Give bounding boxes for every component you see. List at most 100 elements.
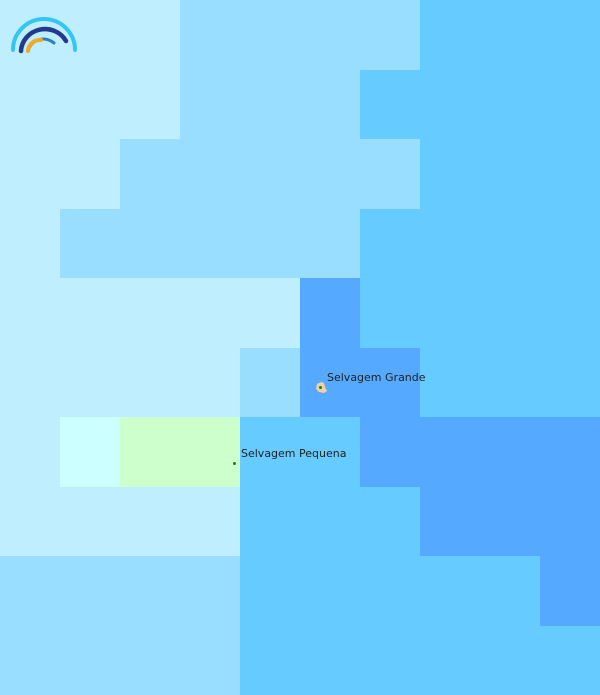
grid-cell <box>300 348 360 417</box>
grid-cell <box>540 487 600 556</box>
grid-cell <box>300 0 360 70</box>
grid-cell <box>120 139 180 209</box>
grid-cell <box>360 417 420 487</box>
grid-cell <box>360 556 420 626</box>
grid-cell <box>540 139 600 209</box>
grid-cell <box>0 278 60 348</box>
grid-cell <box>60 487 120 556</box>
grid-cell <box>300 487 360 556</box>
grid-cell <box>540 209 600 278</box>
grid-cell <box>480 348 540 417</box>
grid-cell <box>420 556 480 626</box>
grid-cell <box>180 556 240 626</box>
grid-cell <box>60 556 120 626</box>
grid-cell <box>300 417 360 487</box>
grid-cell <box>240 348 300 417</box>
grid-cell <box>0 487 60 556</box>
grid-cell <box>120 70 180 139</box>
grid-cell <box>300 209 360 278</box>
grid-cell <box>240 209 300 278</box>
grid-cell <box>0 209 60 278</box>
place-marker-selvagem-grande[interactable] <box>319 386 322 389</box>
grid-cell <box>360 278 420 348</box>
grid-cell <box>420 0 480 70</box>
grid-cell <box>240 0 300 70</box>
grid-cell <box>0 139 60 209</box>
grid-cell <box>420 348 480 417</box>
grid-cell <box>480 417 540 487</box>
grid-cell <box>300 70 360 139</box>
grid-cell <box>120 348 180 417</box>
grid-cell <box>180 487 240 556</box>
grid-cell <box>360 70 420 139</box>
grid-cell <box>300 626 360 695</box>
grid-cell <box>480 556 540 626</box>
grid-cell <box>120 278 180 348</box>
grid-cell <box>540 70 600 139</box>
grid-cell <box>120 556 180 626</box>
grid-cell <box>540 0 600 70</box>
place-label-selvagem-grande: Selvagem Grande <box>327 371 426 384</box>
grid-cell <box>480 626 540 695</box>
grid-cell <box>540 348 600 417</box>
grid-cell <box>60 278 120 348</box>
place-label-selvagem-pequena: Selvagem Pequena <box>241 447 347 460</box>
grid-cell <box>0 417 60 487</box>
grid-cell <box>240 626 300 695</box>
grid-cell <box>0 626 60 695</box>
grid-cell <box>360 0 420 70</box>
grid-cell <box>180 278 240 348</box>
grid-cell <box>360 626 420 695</box>
grid-cell <box>300 278 360 348</box>
grid-cell <box>360 209 420 278</box>
grid-cell <box>480 209 540 278</box>
grid-cell <box>420 70 480 139</box>
grid-cell <box>240 278 300 348</box>
place-marker-selvagem-pequena[interactable] <box>233 462 236 465</box>
grid-cell <box>0 70 60 139</box>
grid-cell <box>360 487 420 556</box>
grid-cell <box>60 626 120 695</box>
grid-cell <box>420 487 480 556</box>
grid-cell <box>420 626 480 695</box>
grid-cell <box>180 626 240 695</box>
grid-cell <box>480 139 540 209</box>
grid-cell <box>120 626 180 695</box>
grid-cell <box>60 417 120 487</box>
grid-cell <box>120 0 180 70</box>
grid-cell <box>60 139 120 209</box>
grid-cell <box>420 417 480 487</box>
grid-cell <box>180 0 240 70</box>
grid-cell <box>0 348 60 417</box>
grid-cell <box>480 70 540 139</box>
grid-cell <box>300 139 360 209</box>
logo-icon <box>11 17 77 54</box>
grid-cell <box>180 139 240 209</box>
grid-cell <box>540 417 600 487</box>
grid-cell <box>300 556 360 626</box>
grid-cell <box>240 139 300 209</box>
grid-cell <box>180 348 240 417</box>
grid-cell <box>180 209 240 278</box>
grid-cell <box>180 70 240 139</box>
grid-cell <box>360 348 420 417</box>
grid-cell <box>480 487 540 556</box>
grid-cell <box>480 278 540 348</box>
grid-cell <box>120 417 180 487</box>
grid-cell <box>360 139 420 209</box>
grid-cell <box>60 70 120 139</box>
grid-cell <box>540 626 600 695</box>
grid-cell <box>540 278 600 348</box>
grid-cell <box>420 278 480 348</box>
grid-cell <box>240 70 300 139</box>
grid-cell <box>180 417 240 487</box>
grid-cell <box>240 556 300 626</box>
grid-cell <box>480 0 540 70</box>
grid-cell <box>120 209 180 278</box>
grid-cell <box>60 348 120 417</box>
grid-cell <box>0 556 60 626</box>
grid-cell <box>540 556 600 626</box>
grid-cell <box>60 209 120 278</box>
grid-cell <box>120 487 180 556</box>
